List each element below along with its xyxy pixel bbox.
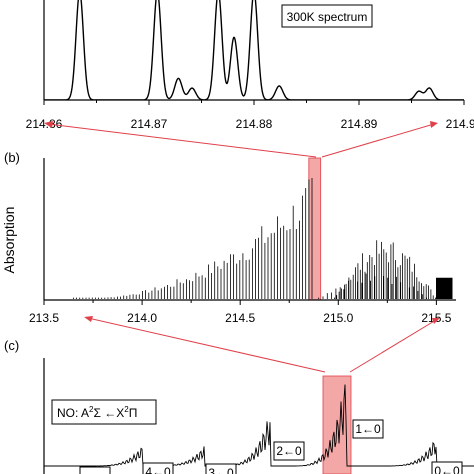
zoom-arrowhead-right [430,121,438,128]
band-label-4-0: 4←0 [142,462,174,474]
panel-c: (c) NO: A2Σ ←X2Π 1←0 2←0 3←0 4←0 0 [4,338,474,474]
zoom-arrows-b-c [84,316,440,373]
panel-a-x-tick-label: 214.86 [26,117,63,131]
panel-c-label: (c) [4,338,19,353]
panel-a-x-tick-label: 214.88 [236,117,273,131]
panel-a-annotation: 300K spectrum [281,4,373,28]
panel-c-molecule-annotation: NO: A2Σ ←X2Π [51,399,157,425]
zoom-arrowhead-left [44,121,53,128]
lower-state-term: Π [129,406,138,420]
band-label-3-0: 3←0 [205,463,237,474]
zoom-arrows-a-b [44,121,438,158]
molecule-transition-text: NO: A2Σ ←X2Π [57,405,137,420]
band-label-3-0-text: 3←0 [208,466,234,474]
panel-a-annotation-text: 300K spectrum [287,10,368,24]
lower-state-multiplicity: 2 [124,405,129,414]
band-label-0-0-text: 0←0 [434,464,460,474]
zoom-arrowhead-bc-right [432,318,440,324]
panel-b-x-tick-label: 214.5 [225,311,255,325]
y-axis-label: Absorption [1,207,17,274]
molecule-name: NO: [57,406,81,420]
band-label-2-0: 2←0 [273,441,305,461]
upper-state: A [81,406,89,420]
zoom-arrow-bc-right [349,319,437,373]
zoom-arrowhead-bc-left [84,316,93,322]
panel-c-spectrum-line [44,384,474,470]
panel-b-spectrum-lines [73,178,453,299]
band-label-4-0-text: 4←0 [145,465,171,474]
panel-b-x-tick-label: 213.5 [29,311,59,325]
zoom-arrow-left [47,123,317,158]
zoom-arrow-right [321,123,435,158]
panel-b-x-tick-label: 215.0 [323,311,353,325]
band-label-2-0-text: 2←0 [276,444,302,458]
band-label-1-0-text: 1←0 [355,422,381,436]
panel-a-x-tick-label: 214.90 [446,117,474,131]
panel-c-empty-box [79,466,111,474]
band-label-1-0: 1←0 [352,419,384,439]
panel-b-highlight-region [308,157,322,301]
zoom-arrow-bc-left [87,317,326,373]
band-label-0-0: 0←0 [431,461,463,474]
upper-state-multiplicity: 2 [89,405,94,414]
panel-a-x-tick-label: 214.87 [131,117,168,131]
panel-a-spectrum-line [44,0,464,100]
panel-a: 214.86 214.87 214.88 214.89 214.90 300K spec… [26,0,474,131]
panel-b-label: (b) [4,150,20,165]
panel-b-x-tick-label: 214.0 [127,311,157,325]
panel-a-x-tick-label: 214.89 [341,117,378,131]
upper-state-term: Σ ←X [93,406,124,420]
